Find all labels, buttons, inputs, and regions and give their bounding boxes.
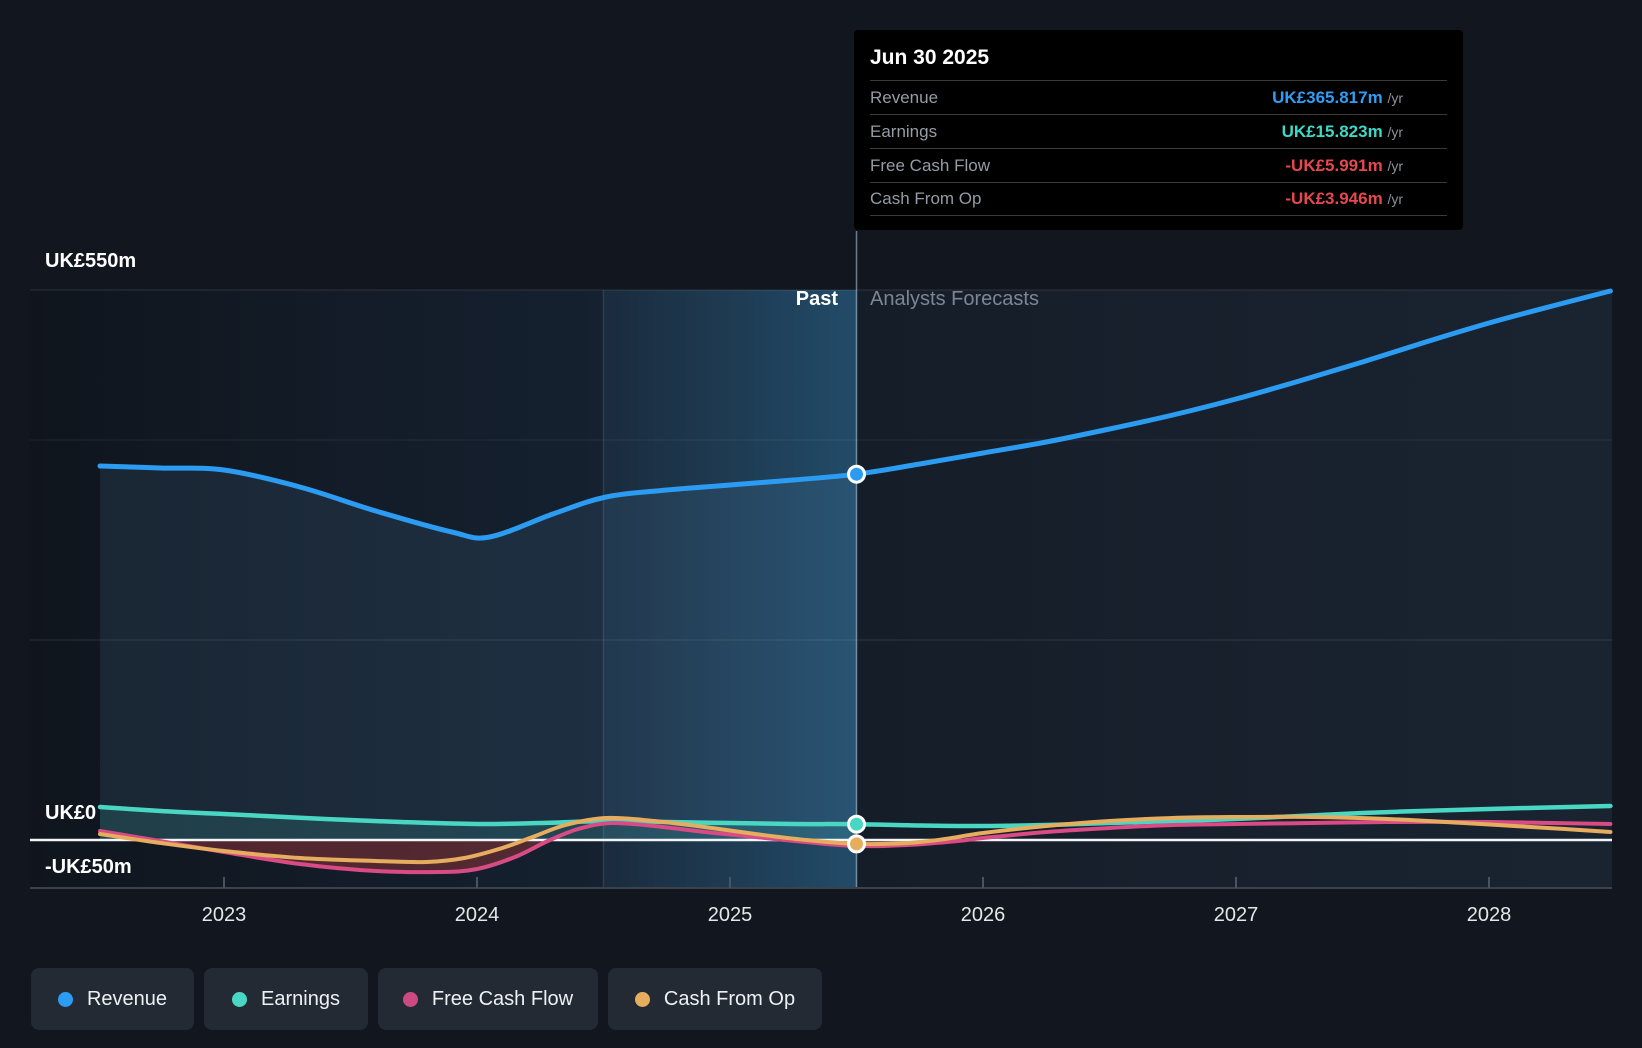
chart-legend: Revenue Earnings Free Cash Flow Cash Fro… [31, 968, 822, 1030]
cash-from-op-dot-icon [634, 991, 650, 1007]
tooltip: Jun 30 2025 Revenue UK£365.817m /yr Earn… [854, 30, 1463, 230]
x-axis-label-2027: 2027 [1213, 904, 1259, 926]
tooltip-row-cash-from-op: Cash From Op -UK£3.946m /yr [870, 182, 1447, 216]
past-region [30, 290, 604, 888]
free-cash-flow-dot-icon [402, 991, 418, 1007]
tooltip-row-earnings: Earnings UK£15.823m /yr [870, 114, 1447, 148]
series-free-cash-flow [98, 819, 1613, 875]
x-axis-label-2024: 2024 [454, 904, 500, 926]
series-cash-from-op [98, 814, 1613, 865]
x-axis-label-2023: 2023 [201, 904, 247, 926]
forecast-zone-label: Analysts Forecasts [870, 288, 1039, 310]
legend-item-free-cash-flow[interactable]: Free Cash Flow [378, 968, 598, 1030]
y-axis-label-zero: UK£0 [45, 802, 97, 824]
y-axis-label-550m: UK£550m [45, 250, 137, 272]
series-revenue [97, 288, 1613, 541]
forecast-region [856, 290, 1612, 888]
legend-item-revenue[interactable]: Revenue [31, 968, 194, 1030]
last-12m-band [603, 290, 857, 888]
past-zone-label: Past [795, 288, 838, 310]
tooltip-row-free-cash-flow: Free Cash Flow -UK£5.991m /yr [870, 148, 1447, 182]
today-marker-earnings [847, 814, 866, 834]
y-axis-label-neg50m: -UK£50m [45, 856, 132, 878]
today-marker-cash-from-op [847, 834, 866, 854]
legend-item-cash-from-op[interactable]: Cash From Op [608, 968, 822, 1030]
tooltip-row-revenue: Revenue UK£365.817m /yr [870, 80, 1447, 114]
today-marker-revenue [847, 464, 866, 484]
x-axis-label-2025: 2025 [707, 904, 753, 926]
tooltip-date: Jun 30 2025 [870, 46, 990, 69]
earnings-dot-icon [232, 991, 248, 1007]
revenue-dot-icon [57, 991, 73, 1007]
legend-item-earnings[interactable]: Earnings [204, 968, 368, 1030]
x-axis-label-2026: 2026 [960, 904, 1006, 926]
x-axis-label-2028: 2028 [1466, 904, 1512, 926]
